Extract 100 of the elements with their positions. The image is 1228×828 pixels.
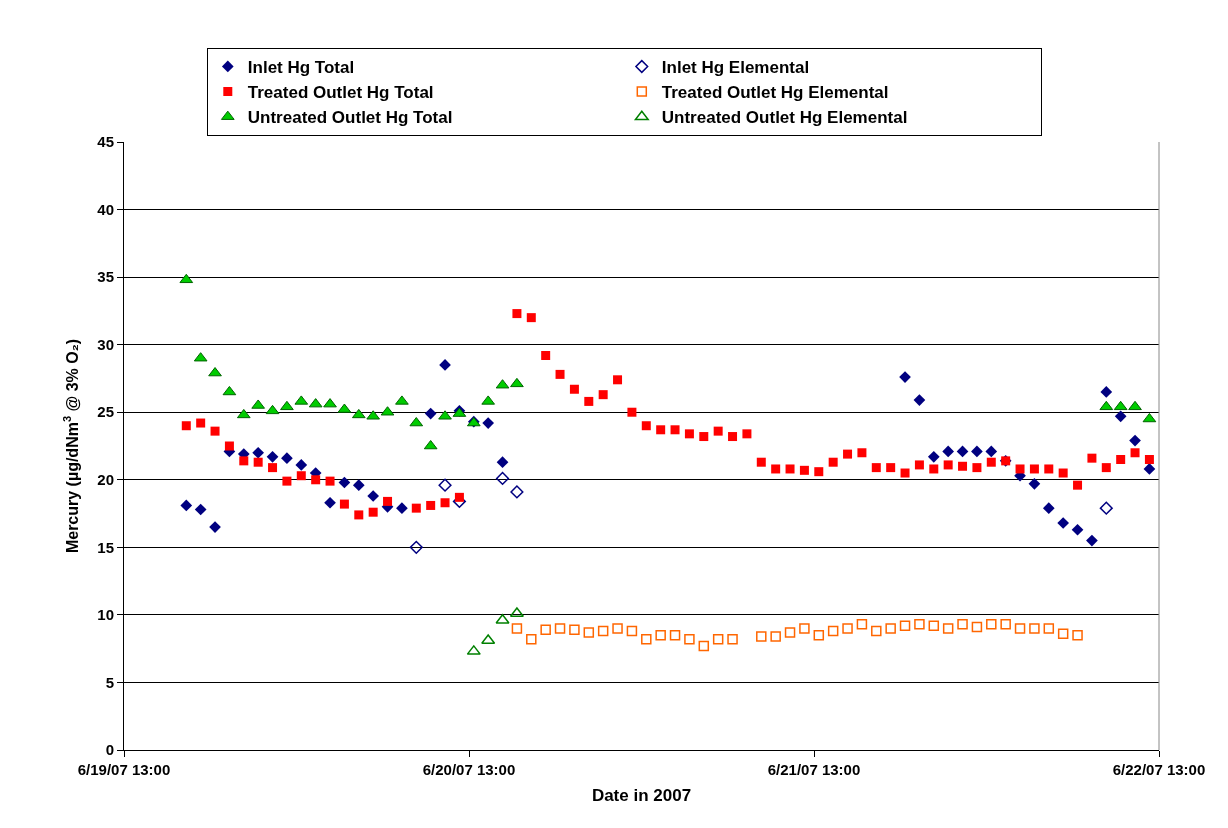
point [986, 619, 997, 630]
point [655, 629, 666, 641]
point [496, 456, 509, 469]
point [1143, 463, 1156, 475]
point [438, 478, 452, 492]
y-tick-label: 45 [97, 133, 114, 151]
point [971, 445, 983, 458]
point [482, 417, 495, 429]
y-tick-label: 0 [105, 741, 114, 759]
point [784, 627, 796, 638]
point [727, 633, 738, 645]
x-tick-label: 6/19/07 13:00 [77, 761, 171, 778]
point [942, 445, 955, 458]
point [885, 623, 896, 634]
point [511, 623, 523, 634]
y-tick-label: 15 [97, 538, 114, 556]
point [856, 619, 868, 630]
point [252, 446, 265, 459]
point [1086, 534, 1098, 547]
point [367, 490, 380, 502]
point [352, 479, 365, 492]
legend-label: Untreated Outlet Hg Total [247, 108, 453, 128]
point [1014, 623, 1026, 634]
point [942, 623, 954, 634]
x-axis-title: Date in 2007 [591, 786, 692, 806]
point [424, 407, 437, 420]
x-tick-label: 6/20/07 13:00 [422, 761, 516, 778]
point [1029, 623, 1040, 634]
point [338, 476, 351, 489]
point [222, 385, 237, 396]
point [698, 640, 710, 652]
point [1028, 477, 1041, 490]
point [1099, 400, 1114, 411]
point [324, 496, 336, 509]
point [956, 445, 969, 458]
legend-label: Inlet Hg Total [247, 58, 355, 78]
point [1000, 619, 1011, 630]
point [1099, 501, 1113, 515]
point [641, 633, 652, 645]
point [927, 450, 940, 463]
point [1072, 629, 1083, 641]
y-tick-label: 40 [97, 200, 114, 218]
point [1043, 623, 1055, 634]
point [280, 400, 294, 411]
point [495, 471, 510, 486]
point [756, 631, 767, 642]
point [813, 629, 825, 641]
point [583, 627, 595, 638]
point [481, 634, 496, 645]
point [827, 625, 839, 637]
point [194, 503, 207, 516]
point [957, 619, 968, 630]
point [914, 619, 925, 630]
point [597, 625, 609, 637]
point [899, 620, 911, 631]
point [1114, 410, 1127, 423]
point [1129, 434, 1141, 447]
point [928, 620, 940, 631]
y-tick-label: 5 [105, 673, 114, 691]
point [438, 410, 452, 420]
y-tick-label: 10 [97, 606, 114, 624]
point [266, 450, 279, 463]
point [409, 540, 423, 554]
point [1057, 517, 1070, 529]
point [179, 273, 194, 284]
y-tick-label: 25 [97, 403, 114, 421]
point [510, 377, 524, 388]
legend-label: Untreated Outlet Hg Elemental [661, 108, 908, 128]
point [799, 623, 810, 634]
point [842, 623, 853, 634]
point [554, 623, 566, 634]
point [669, 629, 681, 641]
legend-label: Treated Outlet Hg Total [247, 83, 434, 103]
point [985, 445, 998, 458]
point [395, 395, 409, 405]
point [295, 459, 308, 471]
x-tick-label: 6/21/07 13:00 [767, 761, 861, 778]
point [180, 499, 193, 512]
point [236, 408, 251, 419]
point [540, 624, 551, 635]
point [612, 623, 623, 634]
point [510, 485, 524, 499]
y-tick-label: 20 [97, 471, 114, 489]
point [1128, 400, 1142, 411]
point [351, 408, 366, 419]
point [396, 502, 408, 514]
point [1113, 400, 1128, 411]
point [1142, 412, 1157, 423]
point [971, 621, 983, 633]
y-tick-label: 30 [97, 335, 114, 353]
point [770, 631, 781, 642]
point [871, 625, 882, 637]
point [1071, 523, 1084, 536]
point [913, 394, 926, 406]
point [323, 398, 337, 408]
x-tick-label: 6/22/07 13:00 [1112, 761, 1206, 778]
point [1100, 386, 1113, 398]
point [712, 633, 724, 645]
legend-label: Inlet Hg Elemental [661, 58, 810, 78]
point [1042, 502, 1055, 514]
